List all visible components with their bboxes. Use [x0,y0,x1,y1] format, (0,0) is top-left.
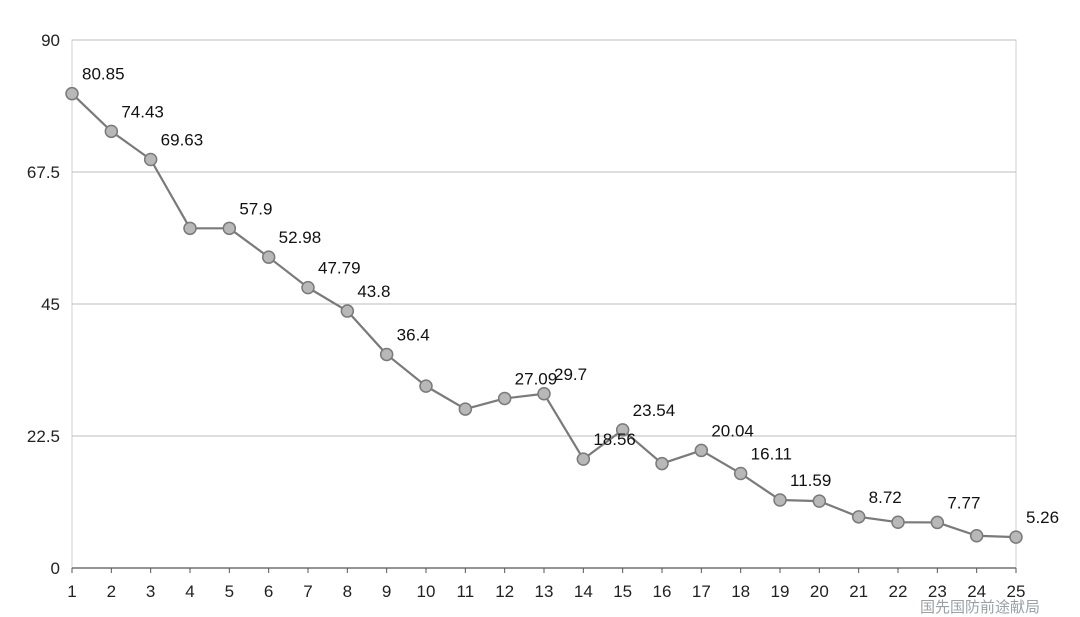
data-point [301,280,315,295]
data-label: 11.59 [790,471,831,490]
data-point [458,402,473,416]
data-point [261,250,276,264]
x-tick-label: 6 [264,582,273,601]
x-tick-label: 1 [67,582,76,601]
data-point [104,124,119,139]
data-label: 29.7 [554,365,587,384]
x-tick-label: 8 [343,582,352,601]
data-point [733,466,748,481]
x-tick-label: 4 [185,582,194,601]
x-tick-label: 7 [303,582,312,601]
x-tick-label: 13 [535,582,554,601]
y-tick-label: 0 [51,559,60,578]
watermark-text: 国先国防前途献局 [920,598,1040,616]
data-label: 52.98 [279,228,322,247]
x-tick-label: 25 [1007,582,1026,601]
data-label: 16.11 [751,444,792,463]
series-layer [65,86,1023,544]
data-label: 5.26 [1026,508,1059,527]
x-tick-label: 15 [613,582,632,601]
x-tick-label: 20 [810,582,829,601]
x-tick-label: 3 [146,582,155,601]
x-tick-label: 9 [382,582,391,601]
data-label: 69.63 [161,131,204,150]
data-point [930,515,945,530]
y-tick-label: 90 [41,31,60,50]
data-point [694,443,709,458]
data-label: 43.8 [357,282,390,301]
data-point [379,347,394,362]
x-tick-label: 11 [457,582,475,601]
data-label: 27.09 [515,369,558,388]
x-tick-label: 12 [495,582,514,601]
data-point [1009,530,1023,544]
data-point [183,221,197,236]
data-label: 23.54 [633,401,676,420]
x-tick-label: 21 [849,582,868,601]
x-tick-label: 17 [692,582,711,601]
data-label: 80.85 [82,65,125,84]
data-point [812,494,827,508]
data-label: 47.79 [318,259,361,278]
data-label: 8.72 [869,488,902,507]
data-point [537,387,551,401]
data-point [969,528,984,543]
data-point [222,221,237,236]
y-tick-label: 67.5 [27,163,60,182]
data-point [576,452,591,466]
x-tick-label: 14 [574,582,593,601]
y-tick-label: 45 [41,295,60,314]
data-label: 20.04 [711,421,754,440]
x-tick-label: 18 [731,582,750,601]
data-point [497,391,512,406]
data-point [340,304,355,318]
label-layer: 80.85 74.43 69.63 57.9 52.98 47.79 43.8 36.4 27.… [82,65,1059,527]
x-tick-label: 2 [107,582,116,601]
data-label: 7.77 [947,493,980,512]
data-point [655,456,669,471]
x-tick-label: 10 [417,582,436,601]
y-tick-label: 22.5 [27,427,60,446]
data-label: 57.9 [239,199,272,218]
x-tick-label: 24 [967,582,986,601]
data-point [891,515,905,529]
x-tick-label: 5 [225,582,234,601]
data-label: 36.4 [397,325,430,344]
data-label: 18.56 [593,430,636,449]
x-tick-label: 19 [771,582,790,601]
data-point [419,379,433,393]
data-point [65,86,79,101]
x-tick-label: 16 [653,582,672,601]
x-tick-label: 23 [928,582,947,601]
data-point [143,152,158,167]
data-point [615,423,630,437]
data-label: 74.43 [121,102,164,121]
data-point [851,510,866,524]
x-tick-label: 22 [889,582,908,601]
data-point [773,493,787,507]
